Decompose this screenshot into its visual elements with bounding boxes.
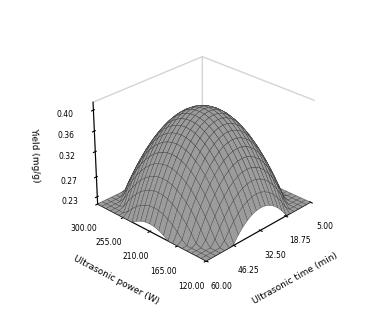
X-axis label: Ultrasonic time (min): Ultrasonic time (min): [251, 251, 339, 306]
Y-axis label: Ultrasonic power (W): Ultrasonic power (W): [72, 254, 160, 306]
